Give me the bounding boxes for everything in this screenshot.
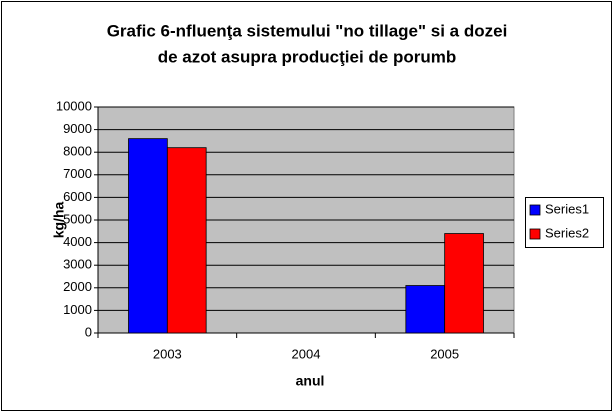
legend-swatch (529, 228, 541, 240)
bar (405, 285, 446, 334)
y-tick-label: 8000 (63, 144, 92, 159)
y-tick-label: 3000 (63, 257, 92, 272)
y-tick-label: 6000 (63, 189, 92, 204)
bar (128, 138, 168, 334)
bar (166, 147, 207, 334)
y-tick-label: 1000 (63, 302, 92, 317)
x-tick-label: 2004 (292, 346, 321, 361)
legend-label: Series1 (545, 201, 589, 216)
y-tick-label: 7000 (63, 166, 92, 181)
y-tick-label: 5000 (63, 211, 92, 226)
y-tick-label: 10000 (56, 98, 92, 113)
y-tick-label: 9000 (63, 121, 92, 136)
x-tick-label: 2005 (430, 346, 459, 361)
legend-label: Series2 (545, 225, 589, 240)
bar (444, 233, 484, 334)
y-tick-label: 0 (85, 324, 92, 339)
y-axis-label: kg/ha (51, 202, 67, 239)
x-tick-label: 2003 (153, 346, 182, 361)
y-tick-label: 2000 (63, 279, 92, 294)
y-tick-label: 4000 (63, 234, 92, 249)
chart-title: de azot asupra producţiei de porumb (158, 47, 456, 66)
legend-swatch (529, 204, 541, 216)
chart-title: Grafic 6-nfluenţa sistemului "no tillage… (107, 21, 508, 40)
x-axis-label: anul (296, 373, 325, 389)
